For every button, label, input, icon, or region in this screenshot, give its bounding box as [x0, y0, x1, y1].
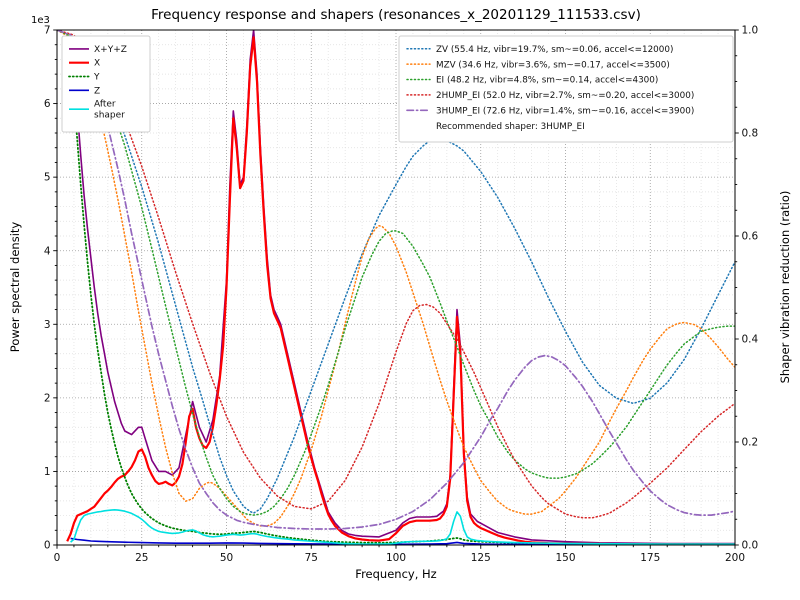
- y-tick-label: 7: [44, 25, 51, 37]
- series-2hump_ei: [57, 30, 735, 519]
- y-tick-label: 2: [44, 392, 51, 404]
- legend-right-label-ei: EI (48.2 Hz, vibr=4.8%, sm~=0.14, accel<…: [436, 76, 658, 86]
- y-axis-offset-label: 1e3: [31, 15, 50, 26]
- y2-tick-label: 0.2: [742, 437, 759, 449]
- legend-left: X+Y+Z XYZ After shaper: [61, 35, 151, 133]
- legend-left-box: [61, 35, 151, 133]
- y-tick-label: 1: [44, 466, 51, 478]
- series-zv: [57, 30, 735, 514]
- y2-tick-label: 0.0: [742, 540, 759, 552]
- legend-right-label-mzv: MZV (34.6 Hz, vibr=3.6%, sm~=0.17, accel…: [436, 60, 670, 70]
- y2-tick-label: 0.6: [742, 231, 759, 243]
- legend-left-label-sum: X+Y+Z: [94, 45, 127, 55]
- y-tick-label: 6: [44, 98, 51, 110]
- series-ei: [57, 30, 735, 516]
- y-tick-label: 3: [44, 319, 51, 331]
- recommended-shaper-note: Recommended shaper: 3HUMP_EI: [436, 122, 585, 132]
- x-tick-label: 25: [135, 552, 148, 564]
- x-tick-label: 75: [305, 552, 318, 564]
- series-group: [57, 30, 735, 545]
- y-tick-label: 5: [44, 172, 51, 184]
- legend-left-label-after: After shaper: [94, 100, 125, 121]
- x-tick-label: 100: [386, 552, 406, 564]
- series-mzv: [57, 30, 735, 527]
- legend-right-box: [398, 35, 734, 143]
- tick-labels: 0 25 50 75 100 125 150 175 200 0 1 2 3 4 5 6 7 0.0 0.2 0.4 0…: [44, 25, 759, 564]
- x-tick-label: 175: [640, 552, 660, 564]
- legend-left-label-y: Y: [93, 73, 100, 83]
- legend-left-label-z: Z: [94, 86, 100, 96]
- legend-right-label-zv: ZV (55.4 Hz, vibr=19.7%, sm~=0.06, accel…: [436, 45, 673, 55]
- ticks: [53, 29, 739, 549]
- x-tick-label: 0: [54, 552, 61, 564]
- legend-right-label-2hump_ei: 2HUMP_EI (52.0 Hz, vibr=2.7%, sm~=0.20, …: [436, 91, 694, 101]
- y2-tick-label: 1.0: [742, 25, 759, 37]
- x-tick-label: 200: [725, 552, 745, 564]
- chart-title: Frequency response and shapers (resonanc…: [151, 7, 641, 23]
- x-tick-label: 125: [471, 552, 491, 564]
- y2-tick-label: 0.8: [742, 128, 759, 140]
- series-3hump_ei: [57, 30, 735, 530]
- x-axis-label: Frequency, Hz: [355, 567, 437, 581]
- x-tick-label: 150: [555, 552, 575, 564]
- legend-right: ZV (55.4 Hz, vibr=19.7%, sm~=0.06, accel…: [398, 35, 734, 143]
- y-tick-label: 4: [44, 245, 51, 257]
- series-y: [69, 58, 735, 545]
- legend-left-label-x: X: [94, 59, 100, 69]
- y2-tick-label: 0.4: [742, 334, 759, 346]
- legend-right-label-3hump_ei: 3HUMP_EI (72.6 Hz, vibr=1.4%, sm~=0.16, …: [436, 107, 694, 117]
- series-x: [66, 36, 735, 545]
- y-tick-label: 0: [44, 540, 51, 552]
- series-after: [70, 509, 735, 545]
- series-z: [70, 537, 735, 545]
- x-tick-label: 50: [220, 552, 233, 564]
